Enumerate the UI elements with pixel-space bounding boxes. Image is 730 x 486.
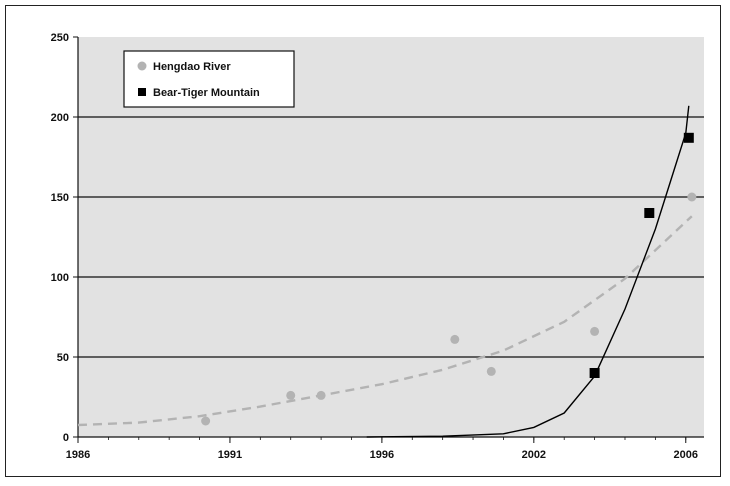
- point-hengdao-river-5: [590, 326, 600, 336]
- legend: Hengdao River Bear-Tiger Mountain: [123, 50, 295, 108]
- legend-marker-hengdao-river: [137, 61, 147, 71]
- y-tick-label-100: 100: [51, 272, 69, 284]
- y-tick-label-150: 150: [51, 192, 69, 204]
- x-tick-label-1986: 1986: [66, 449, 90, 461]
- point-bear-tiger-mountain-2: [683, 132, 694, 143]
- legend-box: [123, 50, 295, 108]
- point-hengdao-river-3: [450, 334, 460, 344]
- x-tick-label-1996: 1996: [370, 449, 394, 461]
- point-hengdao-river-1: [286, 390, 296, 400]
- y-tick-label-50: 50: [57, 352, 69, 364]
- point-hengdao-river-2: [316, 390, 326, 400]
- chart-svg: 0 50 100 150 200 250 1986 1991 1996 2002 2006 Heng…: [51, 32, 704, 461]
- chart-frame: 0 50 100 150 200 250 1986 1991 1996 2002 2006 Heng…: [5, 5, 721, 477]
- point-hengdao-river-4: [486, 366, 496, 376]
- x-tick-label-2002: 2002: [522, 449, 546, 461]
- y-tick-label-200: 200: [51, 112, 69, 124]
- y-tick-label-250: 250: [51, 32, 69, 44]
- legend-marker-bear-tiger-mountain: [138, 88, 146, 96]
- x-tick-label-1991: 1991: [218, 449, 242, 461]
- point-hengdao-river-6: [687, 192, 697, 202]
- trendline-hengdao-river: [77, 215, 693, 427]
- point-bear-tiger-mountain-1: [644, 208, 655, 218]
- point-hengdao-river-0: [201, 416, 211, 426]
- legend-label-hengdao-river: Hengdao River: [153, 61, 231, 73]
- legend-label-bear-tiger-mountain: Bear-Tiger Mountain: [153, 87, 260, 99]
- x-tick-label-2006: 2006: [674, 449, 698, 461]
- data-points: [201, 132, 697, 426]
- y-tick-label-0: 0: [63, 432, 69, 444]
- grid-lines: [78, 116, 704, 358]
- point-bear-tiger-mountain-0: [589, 368, 600, 378]
